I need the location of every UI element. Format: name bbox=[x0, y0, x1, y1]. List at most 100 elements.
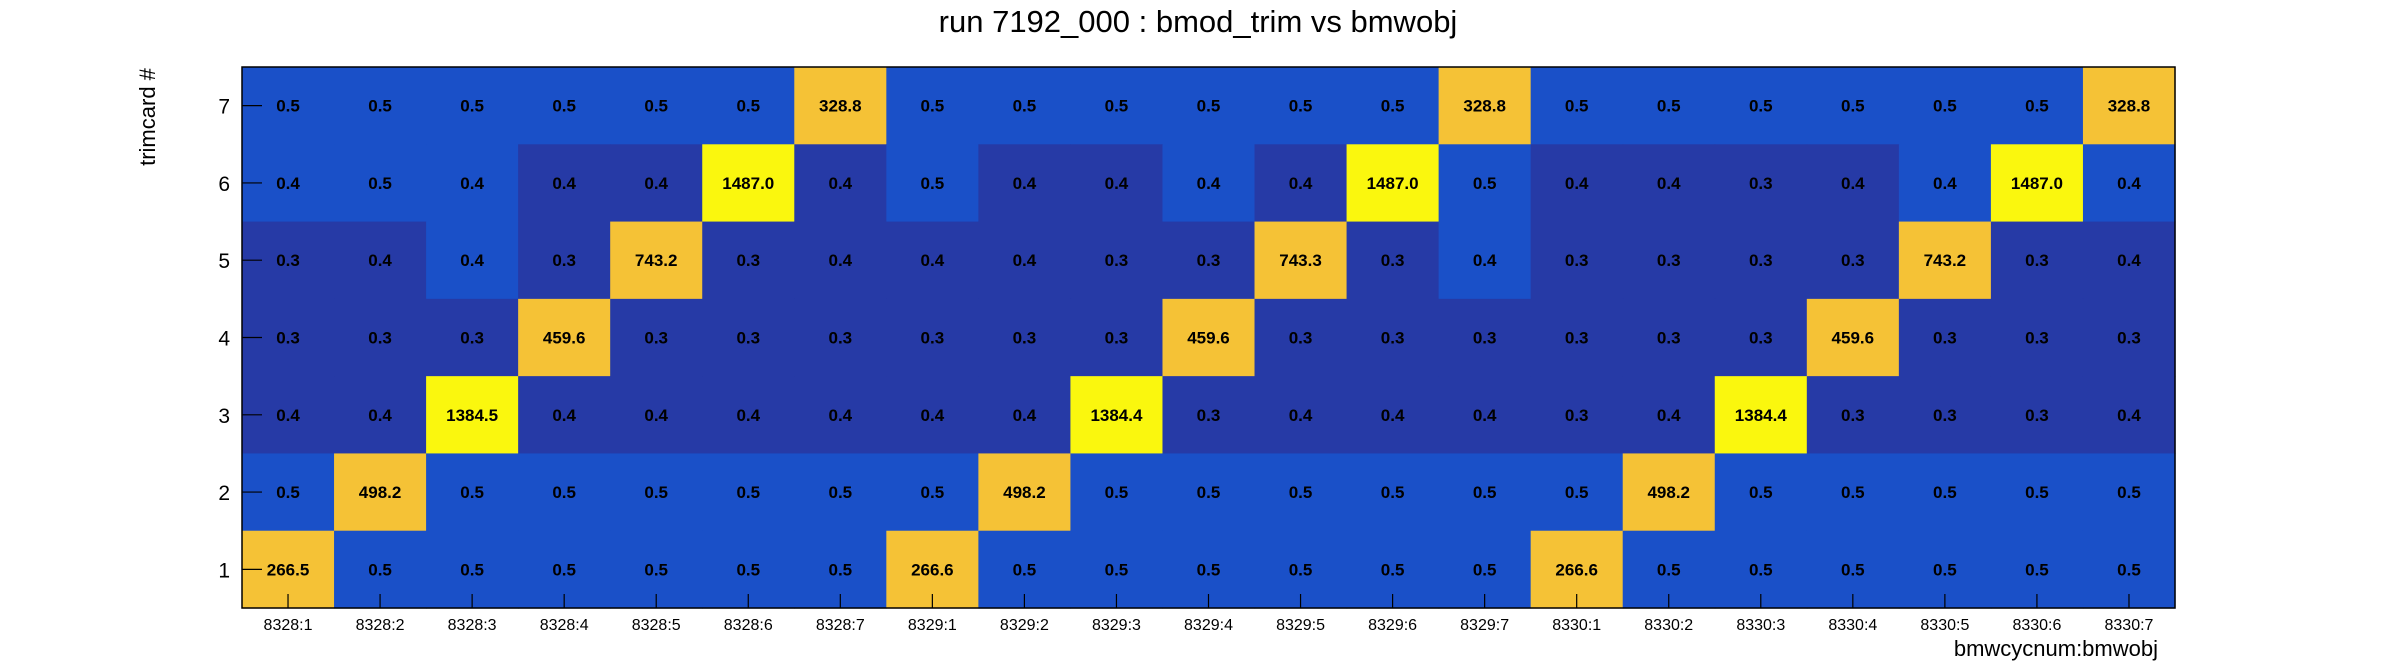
cell-value-label: 266.6 bbox=[911, 560, 954, 579]
cell-value-label: 0.3 bbox=[1565, 329, 1589, 348]
heatmap-cell bbox=[2082, 298, 2176, 377]
heatmap-cell bbox=[610, 144, 703, 223]
x-tick-label: 8328:4 bbox=[540, 617, 589, 634]
heatmap-cell bbox=[1162, 453, 1256, 532]
cell-value-label: 0.4 bbox=[1841, 174, 1865, 193]
cell-value-label: 1487.0 bbox=[1367, 174, 1419, 193]
y-axis-title: trimcard # bbox=[135, 67, 160, 166]
x-tick-label: 8328:2 bbox=[356, 617, 405, 634]
cell-value-label: 0.5 bbox=[368, 97, 392, 116]
heatmap-cell bbox=[334, 453, 427, 532]
cell-value-label: 0.5 bbox=[736, 560, 760, 579]
cell-value-label: 0.4 bbox=[460, 251, 484, 270]
cell-value-label: 0.4 bbox=[1013, 251, 1037, 270]
heatmap-cell bbox=[794, 67, 887, 145]
heatmap-cell bbox=[1530, 298, 1624, 377]
cell-value-label: 0.5 bbox=[1381, 483, 1405, 502]
y-tick-label: 2 bbox=[218, 482, 230, 505]
heatmap-cell bbox=[1806, 221, 1900, 300]
heatmap-cell bbox=[1990, 221, 2084, 300]
heatmap-cell bbox=[1070, 221, 1164, 300]
cell-value-label: 0.5 bbox=[460, 560, 484, 579]
heatmap-cell bbox=[518, 298, 611, 377]
y-tick-label: 3 bbox=[218, 405, 230, 428]
cell-value-label: 0.5 bbox=[828, 483, 852, 502]
cell-value-label: 0.5 bbox=[1657, 97, 1681, 116]
cell-value-label: 0.4 bbox=[828, 406, 852, 425]
cell-value-label: 0.4 bbox=[1381, 406, 1405, 425]
heatmap-cell bbox=[702, 67, 795, 145]
heatmap-cell bbox=[426, 453, 519, 532]
cell-value-label: 743.2 bbox=[1924, 251, 1967, 270]
heatmap-cell bbox=[2082, 67, 2176, 145]
cell-value-label: 0.4 bbox=[552, 406, 576, 425]
cell-value-label: 0.3 bbox=[1565, 251, 1589, 270]
cell-value-label: 0.3 bbox=[2025, 406, 2049, 425]
heatmap-cell bbox=[886, 376, 979, 455]
cell-value-label: 498.2 bbox=[359, 483, 402, 502]
cell-value-label: 0.3 bbox=[736, 329, 760, 348]
heatmap-cell bbox=[1806, 298, 1900, 377]
heatmap-cell bbox=[1622, 67, 1716, 145]
x-tick-label: 8330:2 bbox=[1644, 617, 1693, 634]
heatmap-cell bbox=[2082, 144, 2176, 223]
cell-value-label: 0.5 bbox=[1105, 97, 1129, 116]
heatmap-cell bbox=[1714, 67, 1808, 145]
heatmap-cell bbox=[1438, 453, 1532, 532]
cell-value-label: 0.5 bbox=[1105, 483, 1129, 502]
x-tick-label: 8330:3 bbox=[1736, 617, 1785, 634]
cell-value-label: 0.5 bbox=[276, 97, 300, 116]
heatmap-cell bbox=[1806, 67, 1900, 145]
cell-value-label: 0.5 bbox=[1749, 560, 1773, 579]
cell-value-label: 0.4 bbox=[1289, 174, 1313, 193]
heatmap-cells: 0.5 0.5 0.5 0.5 0.5 0.5 328.8 0.5 0.5 0.5 0.5 0.5 0.… bbox=[242, 67, 2176, 609]
cell-value-label: 459.6 bbox=[1187, 329, 1230, 348]
heatmap-cell bbox=[1990, 453, 2084, 532]
cell-value-label: 0.5 bbox=[276, 483, 300, 502]
heatmap-cell bbox=[610, 376, 703, 455]
cell-value-label: 0.5 bbox=[2025, 560, 2049, 579]
cell-value-label: 459.6 bbox=[1832, 329, 1875, 348]
x-axis-title: bmwcycnum:bmwobj bbox=[1954, 636, 2158, 661]
heatmap-cell bbox=[1714, 298, 1808, 377]
cell-value-label: 0.5 bbox=[1105, 560, 1129, 579]
x-tick-label: 8330:4 bbox=[1828, 617, 1877, 634]
cell-value-label: 0.4 bbox=[921, 406, 945, 425]
heatmap-cell bbox=[978, 221, 1072, 300]
heatmap-cell bbox=[1898, 221, 1992, 300]
cell-value-label: 743.2 bbox=[635, 251, 678, 270]
cell-value-label: 0.4 bbox=[1657, 174, 1681, 193]
heatmap-cell bbox=[1346, 144, 1440, 223]
cell-value-label: 0.3 bbox=[1473, 329, 1497, 348]
cell-value-label: 0.3 bbox=[1013, 329, 1037, 348]
cell-value-label: 0.3 bbox=[1749, 329, 1773, 348]
heatmap-cell bbox=[1254, 376, 1348, 455]
heatmap-cell bbox=[794, 298, 887, 377]
cell-value-label: 0.5 bbox=[552, 560, 576, 579]
cell-value-label: 0.5 bbox=[644, 483, 668, 502]
cell-value-label: 0.5 bbox=[2117, 483, 2141, 502]
heatmap-cell bbox=[1530, 453, 1624, 532]
heatmap-cell bbox=[886, 453, 979, 532]
heatmap-cell bbox=[702, 453, 795, 532]
heatmap-cell bbox=[1346, 67, 1440, 145]
cell-value-label: 0.3 bbox=[368, 329, 392, 348]
cell-value-label: 0.3 bbox=[1933, 329, 1957, 348]
cell-value-label: 0.4 bbox=[736, 406, 760, 425]
cell-value-label: 0.4 bbox=[1013, 406, 1037, 425]
heatmap-cell bbox=[334, 67, 427, 145]
cell-value-label: 0.3 bbox=[276, 329, 300, 348]
cell-value-label: 0.3 bbox=[921, 329, 945, 348]
heatmap-cell bbox=[1162, 67, 1256, 145]
heatmap-cell bbox=[426, 144, 519, 223]
heatmap-cell bbox=[610, 453, 703, 532]
heatmap-cell bbox=[426, 67, 519, 145]
heatmap-cell bbox=[334, 221, 427, 300]
heatmap-cell bbox=[702, 144, 795, 223]
heatmap-cell bbox=[610, 67, 703, 145]
cell-value-label: 0.5 bbox=[1933, 560, 1957, 579]
cell-value-label: 266.6 bbox=[1555, 560, 1598, 579]
heatmap-cell bbox=[1622, 376, 1716, 455]
cell-value-label: 328.8 bbox=[1463, 97, 1506, 116]
chart-title: run 7192_000 : bmod_trim vs bmwobj bbox=[939, 4, 1458, 39]
